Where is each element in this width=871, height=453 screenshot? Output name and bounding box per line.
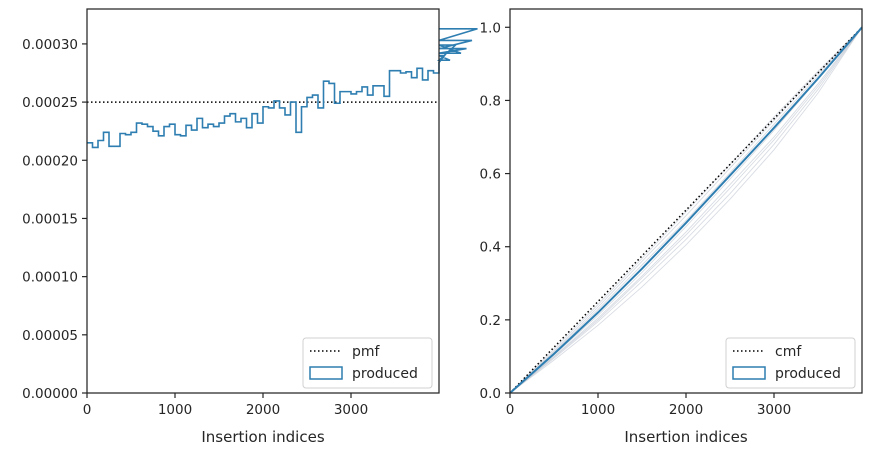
x-tick-label: 3000 [757,402,791,418]
faint-curve [509,26,863,394]
legend-cmf-label: cmf [775,344,802,360]
y-tick-label: 0.6 [480,167,501,183]
produced-step-line [87,27,478,149]
faint-curve [509,27,863,394]
y-tick-label: 0.00015 [22,211,78,227]
x-tick-label: 2000 [246,402,280,418]
y-tick-label: 0.2 [480,313,501,329]
left-x-ticks: 0 1000 2000 3000 [83,393,368,418]
y-tick-label: 0.8 [480,93,501,109]
cmf-line [509,26,863,394]
x-tick-label: 0 [506,402,515,418]
x-tick-label: 0 [83,402,92,418]
right-panel-cmf: 0 1000 2000 3000 0.0 0.2 0.4 0.6 0.8 1.0 Inserti… [480,8,863,446]
left-y-ticks: 0.00000 0.00005 0.00010 0.00015 0.00020 0.000… [22,37,87,402]
left-x-axis-label: Insertion indices [201,428,324,446]
legend-pmf-label: pmf [352,344,381,360]
y-tick-label: 1.0 [480,20,501,36]
y-tick-label: 0.00000 [22,386,78,402]
left-legend: pmf produced [302,337,433,389]
x-tick-label: 1000 [581,402,615,418]
x-tick-label: 3000 [334,402,368,418]
faint-curve [509,26,863,394]
produced-step-series [87,27,478,149]
legend-produced-label: produced [352,366,418,382]
faint-curve [509,27,863,394]
y-tick-label: 0.00020 [22,153,78,169]
right-axes-frame [509,8,863,394]
right-legend: cmf produced [725,337,856,389]
left-axes-frame [86,8,440,394]
faint-curve [509,27,863,394]
x-tick-label: 2000 [669,402,703,418]
faint-sample-curves [509,26,863,394]
produced-cumulative-line [509,26,863,394]
y-tick-label: 0.4 [480,240,501,256]
cmf-series [509,26,863,394]
faint-curve [509,26,863,394]
right-x-ticks: 0 1000 2000 3000 [506,393,791,418]
left-panel-pmf: 0 1000 2000 3000 0.000000.000050.000100.000… [22,8,478,446]
y-tick-label: 0.0 [480,386,501,402]
faint-curve [509,27,863,394]
legend-produced-marker [309,366,343,380]
y-tick-label: 0.00025 [22,95,78,111]
y-tick-label: 0.00030 [22,37,78,53]
legend-produced-marker-right [732,366,766,380]
legend-produced-label-right: produced [775,366,841,382]
x-tick-label: 1000 [158,402,192,418]
y-tick-label: 0.00005 [22,328,78,344]
y-tick-label: 0.00010 [22,270,78,286]
right-x-axis-label: Insertion indices [624,428,747,446]
right-y-ticks: 0.0 0.2 0.4 0.6 0.8 1.0 [480,20,510,402]
